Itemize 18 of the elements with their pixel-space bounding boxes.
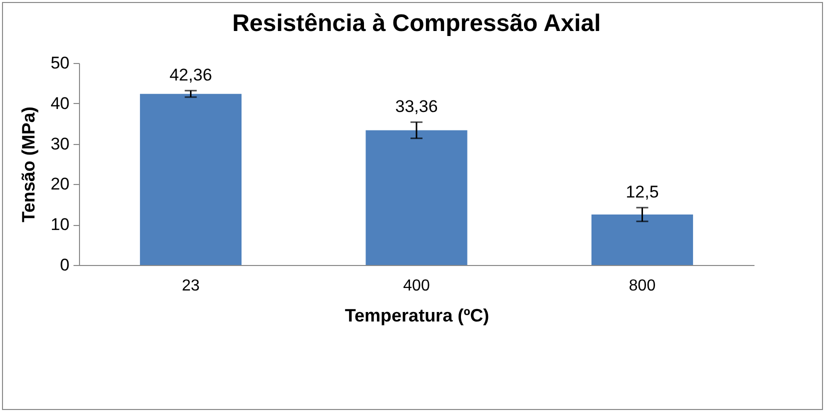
data-label: 33,36 (395, 97, 438, 116)
x-tick-label: 800 (628, 278, 656, 294)
y-tick-label: 30 (50, 134, 70, 154)
bar (366, 130, 468, 265)
x-tick-label: 23 (182, 278, 200, 294)
y-tick-label: 20 (50, 174, 70, 194)
x-tick-label: 400 (403, 278, 430, 294)
y-tick-label: 50 (50, 54, 70, 72)
y-axis-title: Tensão (MPa) (18, 106, 39, 222)
bar (140, 94, 242, 265)
y-tick-label: 40 (50, 94, 70, 113)
y-tick-label: 0 (60, 256, 70, 274)
x-axis-title: Temperatura (ºC) (344, 306, 490, 326)
bar (591, 214, 694, 265)
chart-title: Resistência à Compressão Axial (232, 10, 601, 37)
data-label: 12,5 (626, 182, 659, 202)
y-tick-label: 10 (50, 215, 70, 234)
data-label: 42,36 (169, 66, 212, 85)
